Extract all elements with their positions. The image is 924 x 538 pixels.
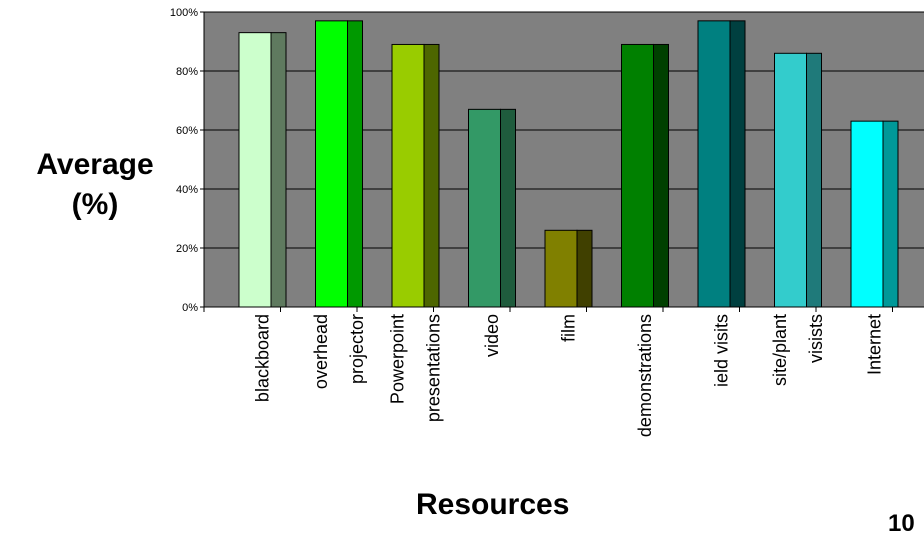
y-axis: 0% 20% 40% 60% 80% 100% xyxy=(170,7,205,314)
x-tick-label: film xyxy=(559,314,579,342)
y-tick-label: 40% xyxy=(176,184,198,196)
y-tick-label: 100% xyxy=(170,7,198,19)
y-tick-label: 20% xyxy=(176,243,198,255)
bar-side xyxy=(882,120,899,308)
x-tick-label: ield visits xyxy=(712,314,732,387)
bar xyxy=(697,20,731,308)
x-tick-label: Internet xyxy=(865,314,885,375)
bar-side xyxy=(270,32,287,308)
bar xyxy=(315,20,348,308)
bar xyxy=(391,43,425,308)
bar-side xyxy=(806,52,822,308)
x-tick-label: projector xyxy=(347,314,367,384)
bar xyxy=(238,32,272,308)
bar xyxy=(468,108,501,308)
x-axis-title: Resources xyxy=(416,488,570,521)
x-tick-label: overhead xyxy=(311,314,331,389)
page-number: 10 xyxy=(888,510,915,537)
bar-side xyxy=(653,43,669,308)
x-tick-label: site/plant xyxy=(770,314,790,386)
y-axis-title-line: (%) xyxy=(71,188,119,221)
y-tick-label: 0% xyxy=(182,302,198,314)
bar xyxy=(774,52,807,308)
bar-side xyxy=(729,20,746,308)
bar-side xyxy=(500,108,516,308)
y-axis-title-line: Average xyxy=(36,148,154,181)
bar-side xyxy=(423,43,440,308)
y-axis-title: Average (%) xyxy=(30,145,160,225)
x-tick-label: visists xyxy=(806,314,826,363)
bar-side xyxy=(576,229,593,308)
x-tick-label: video xyxy=(482,314,502,357)
bar-side xyxy=(347,20,363,308)
y-tick-label: 60% xyxy=(176,125,198,137)
bar xyxy=(850,120,884,308)
bars xyxy=(238,20,899,308)
x-tick-label: presentations xyxy=(424,314,444,422)
x-tick-label: Powerpoint xyxy=(388,314,408,404)
bar xyxy=(544,229,578,308)
y-tick-label: 80% xyxy=(176,66,198,78)
x-tick-label: demonstrations xyxy=(635,314,655,437)
x-tick-label: blackboard xyxy=(253,314,273,402)
bar xyxy=(621,43,654,308)
x-axis: blackboard overhead projector Powerpoint pre… xyxy=(203,306,924,437)
